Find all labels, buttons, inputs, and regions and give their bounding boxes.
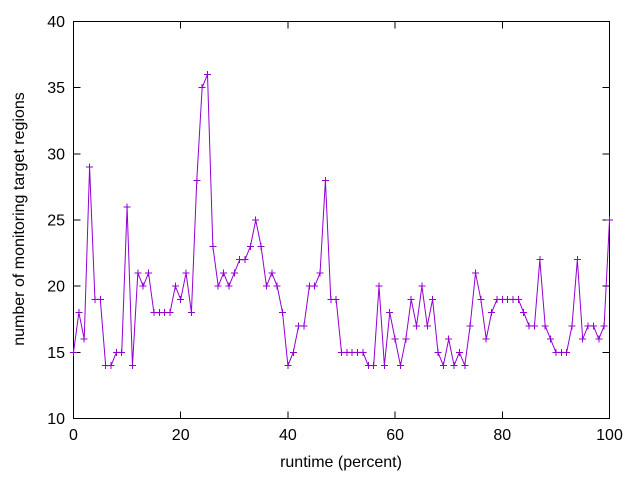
plot-area: 0 20 40 60 80 100 10 15 20 25 30 35 40 xyxy=(47,14,623,444)
y-tick-label: 35 xyxy=(47,80,65,97)
y-axis-title: number of monitoring target regions xyxy=(11,92,28,345)
x-tick-label: 80 xyxy=(493,427,511,444)
data-point-markers xyxy=(70,70,613,370)
x-tick-label: 60 xyxy=(386,427,404,444)
y-tick-label: 40 xyxy=(47,14,65,31)
y-tick-label: 15 xyxy=(47,345,65,362)
x-axis-title: runtime (percent) xyxy=(280,454,402,471)
x-tick-label: 0 xyxy=(69,427,78,444)
x-tick-label: 100 xyxy=(596,427,623,444)
x-tick-label: 20 xyxy=(172,427,190,444)
data-line xyxy=(73,74,610,368)
y-tick-label: 30 xyxy=(47,146,65,163)
y-tick-label: 20 xyxy=(47,279,65,296)
x-tick-label: 40 xyxy=(279,427,297,444)
y-tick-label: 10 xyxy=(47,411,65,428)
plot-border xyxy=(73,21,610,419)
y-tick-label: 25 xyxy=(47,213,65,230)
